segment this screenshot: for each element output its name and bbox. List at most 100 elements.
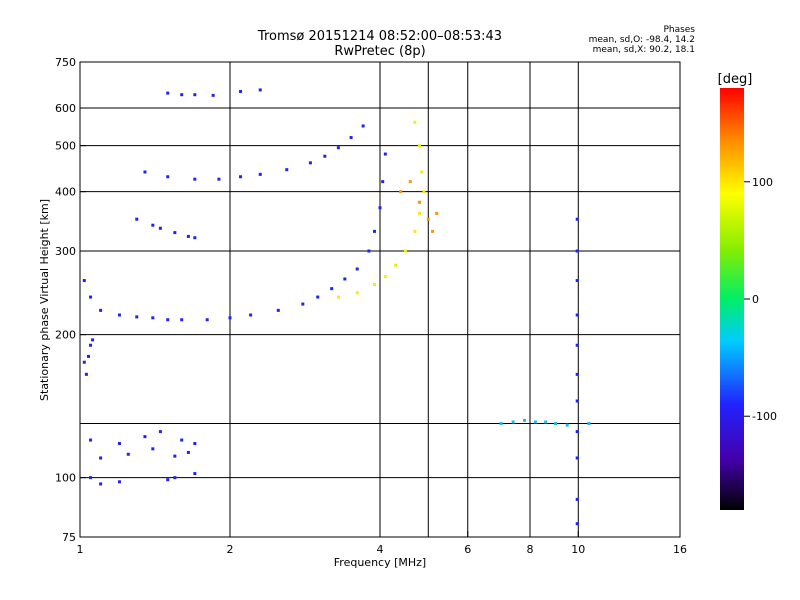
data-point [151, 316, 155, 320]
data-point [417, 211, 421, 215]
data-point [336, 295, 340, 299]
data-point [166, 175, 170, 179]
data-point [151, 223, 155, 227]
data-point [511, 420, 515, 424]
colorbar-label: [deg] [718, 72, 753, 87]
data-point [355, 267, 359, 271]
data-point [173, 454, 177, 458]
data-point [205, 318, 209, 322]
data-point [285, 168, 289, 172]
data-point [258, 172, 262, 176]
data-point [533, 420, 537, 424]
data-point [575, 343, 579, 347]
data-point [193, 236, 197, 240]
data-point [575, 430, 579, 434]
data-point [126, 452, 130, 456]
data-point [426, 217, 430, 221]
x-tick-label: 2 [227, 543, 234, 556]
data-point [99, 308, 103, 312]
data-point [193, 442, 197, 446]
data-point [381, 180, 385, 184]
data-point [89, 476, 93, 480]
chart-subtitle: RwPretec (8p) [334, 44, 425, 59]
colorbar-tick-label: -100 [752, 410, 777, 423]
data-point [135, 217, 139, 221]
data-point [308, 161, 312, 165]
data-point [151, 447, 155, 451]
chart-title: Tromsø 20151214 08:52:00–08:53:43 [257, 29, 502, 44]
x-tick-label: 8 [527, 543, 534, 556]
x-tick-label: 4 [377, 543, 384, 556]
data-point [575, 279, 579, 283]
data-point [193, 177, 197, 181]
data-point [343, 277, 347, 281]
data-point [373, 283, 377, 287]
data-point [565, 423, 569, 427]
stats-x-line: mean, sd,X: 90.2, 18.1 [593, 45, 695, 55]
data-point [587, 422, 591, 426]
data-point [422, 190, 426, 194]
colorbar-tick-label: 0 [752, 293, 759, 306]
data-point [413, 229, 417, 233]
data-point [99, 482, 103, 486]
data-point [211, 93, 215, 97]
data-point [403, 249, 407, 253]
data-point [417, 200, 421, 204]
data-point [323, 154, 327, 158]
data-point [173, 476, 177, 480]
data-point [575, 313, 579, 317]
y-tick-label: 100 [55, 472, 76, 485]
stats-o-line: mean, sd,O: -98.4, 14.2 [589, 35, 695, 45]
data-point [249, 313, 253, 317]
y-tick-label: 600 [55, 102, 76, 115]
y-tick-label: 750 [55, 56, 76, 69]
data-point [361, 124, 365, 128]
grid-lines [80, 62, 680, 537]
data-point [330, 287, 334, 291]
data-point [435, 211, 439, 215]
data-point [378, 206, 382, 210]
data-point [408, 180, 412, 184]
data-point [575, 456, 579, 460]
data-point [420, 170, 424, 174]
data-point [117, 442, 121, 446]
data-point [91, 338, 95, 342]
data-point [158, 226, 162, 230]
data-point [99, 456, 103, 460]
data-point [217, 177, 221, 181]
data-point [417, 144, 421, 148]
data-point [553, 422, 557, 426]
data-point [82, 360, 86, 364]
data-point [413, 120, 417, 124]
data-point [158, 430, 162, 434]
data-point [117, 313, 121, 317]
data-point [575, 217, 579, 221]
data-point [383, 152, 387, 156]
data-point [186, 450, 190, 454]
data-point [575, 372, 579, 376]
x-tick-label: 1 [77, 543, 84, 556]
data-point [135, 315, 139, 319]
data-point [143, 435, 147, 439]
data-point [86, 354, 90, 358]
data-point [575, 497, 579, 501]
data-point [89, 295, 93, 299]
data-point [355, 291, 359, 295]
x-tick-label: 6 [464, 543, 471, 556]
data-point [186, 234, 190, 238]
colorbar [720, 88, 744, 510]
data-point [367, 249, 371, 253]
data-point [82, 279, 86, 283]
data-point [523, 418, 527, 422]
data-point [349, 136, 353, 140]
axis-ticks: 1 2 4 6 8 10 16 75 100 200 300 400 500 600 750 [55, 56, 687, 556]
data-points [82, 88, 591, 526]
data-point [276, 308, 280, 312]
y-tick-label: 200 [55, 329, 76, 342]
data-point [180, 438, 184, 442]
y-tick-label: 500 [55, 140, 76, 153]
data-point [394, 263, 398, 267]
x-tick-label: 10 [571, 543, 585, 556]
colorbar-tick-label: 100 [752, 176, 773, 189]
colorbar-ticks: -100 0 100 [744, 176, 777, 423]
